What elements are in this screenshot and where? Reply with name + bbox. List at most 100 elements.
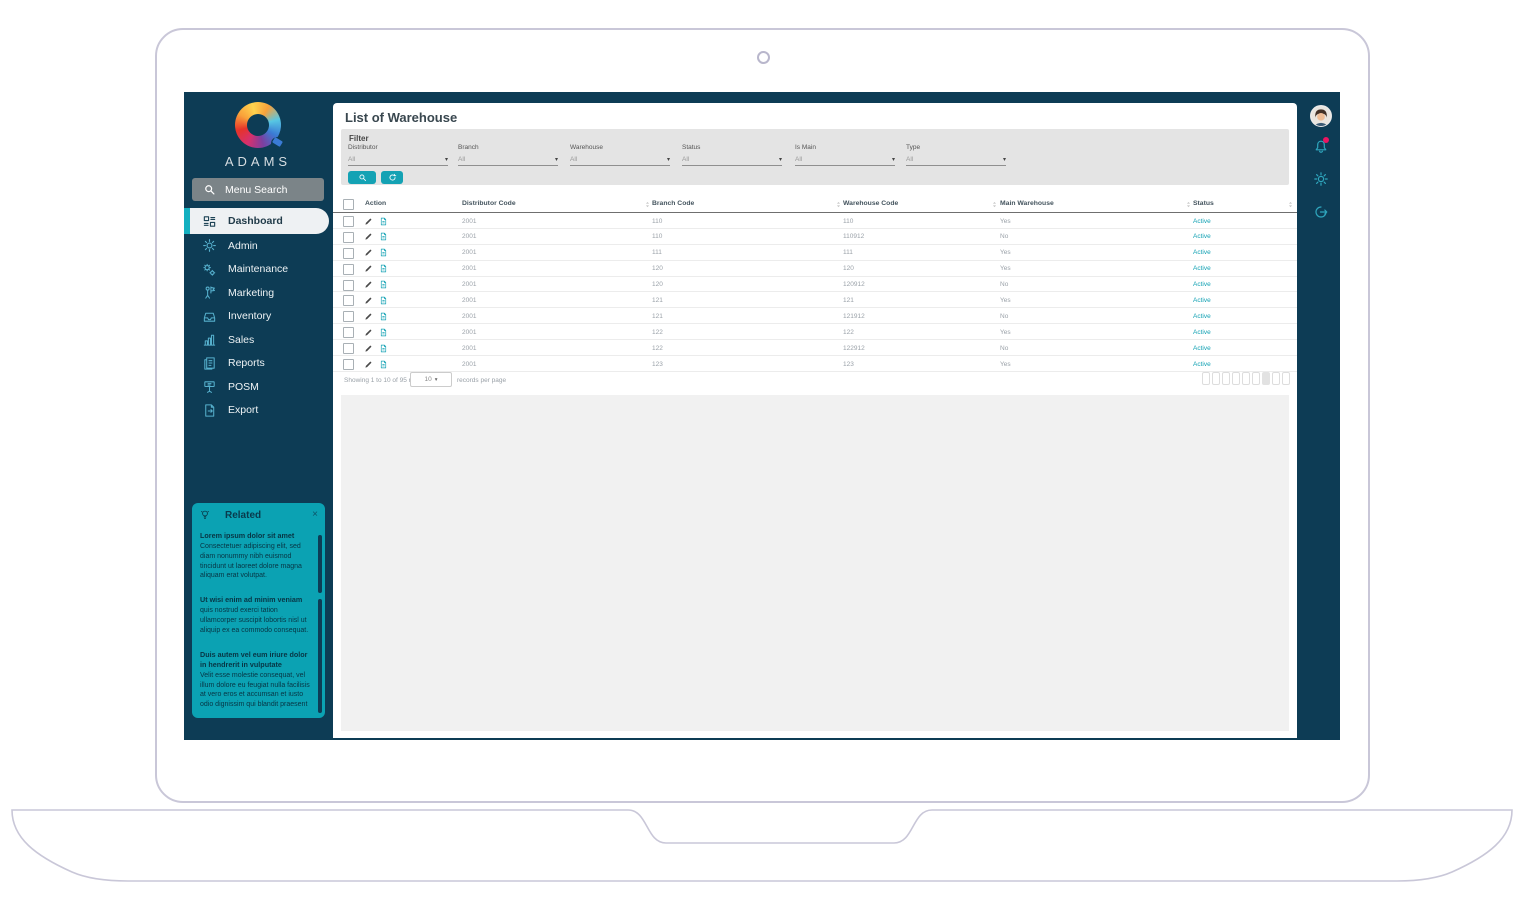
related-scrollbar[interactable] [318,535,322,593]
edit-pencil-icon[interactable] [364,232,373,241]
filter-select[interactable]: All ▾ [458,156,558,166]
column-header-distributor-code[interactable]: Distributor Code [462,200,516,207]
filter-branch: Branch All ▾ [458,144,558,166]
table-row: 2001 110 110 Yes Active [333,213,1297,229]
filter-value: All [795,156,803,163]
settings-gear-icon[interactable] [1313,171,1329,187]
user-avatar[interactable] [1310,105,1332,127]
column-header-branch-code[interactable]: Branch Code [652,200,695,207]
row-checkbox[interactable] [343,295,354,307]
view-file-icon[interactable] [379,217,388,226]
edit-pencil-icon[interactable] [364,360,373,369]
sort-icon[interactable] [1288,200,1293,209]
column-header-main-warehouse[interactable]: Main Warehouse [1000,200,1054,207]
edit-pencil-icon[interactable] [364,248,373,257]
edit-pencil-icon[interactable] [364,280,373,289]
page-size-select[interactable]: 10 ▾ [410,372,452,387]
filter-select[interactable]: All ▾ [906,156,1006,166]
row-checkbox[interactable] [343,247,354,259]
row-checkbox[interactable] [343,231,354,243]
row-checkbox[interactable] [343,311,354,323]
cell-branch-code: 111 [652,249,662,257]
view-file-icon[interactable] [379,328,388,337]
view-file-icon[interactable] [379,248,388,257]
cell-main-warehouse: Yes [1000,249,1011,257]
page-nav-button[interactable] [1202,372,1210,385]
related-section-heading: Ut wisi enim ad minim veniam [200,595,303,605]
cell-branch-code: 122 [652,328,663,336]
cell-branch-code: 110 [652,217,663,225]
row-checkbox[interactable] [343,216,354,227]
column-header-warehouse-code[interactable]: Warehouse Code [843,200,899,207]
sidebar-item-maintenance[interactable]: Maintenance [184,258,332,282]
sort-icon[interactable] [836,200,841,209]
cell-warehouse-code: 110 [843,217,854,225]
close-icon[interactable]: × [312,509,318,520]
sidebar-item-reports[interactable]: Reports [184,352,332,376]
row-checkbox[interactable] [343,263,354,275]
refresh-icon [388,173,397,182]
notification-dot [1323,137,1329,143]
edit-pencil-icon[interactable] [364,312,373,321]
filter-select[interactable]: All ▾ [348,156,448,166]
menu-search-button[interactable]: Menu Search [192,178,324,201]
page-button[interactable] [1272,372,1280,385]
select-all-checkbox[interactable] [343,199,354,210]
cell-branch-code: 110 [652,233,663,241]
view-file-icon[interactable] [379,344,388,353]
chevron-down-icon: ▾ [666,157,670,163]
records-per-page-label: records per page [457,377,507,384]
view-file-icon[interactable] [379,232,388,241]
menu-item-icon [202,285,217,300]
related-section: Duis autem vel eum iriure dolor in hendr… [200,650,314,710]
sort-icon[interactable] [1186,200,1191,209]
page-button[interactable] [1252,372,1260,385]
view-file-icon[interactable] [379,280,388,289]
edit-pencil-icon[interactable] [364,296,373,305]
edit-pencil-icon[interactable] [364,328,373,337]
sidebar-item-sales[interactable]: Sales [184,328,332,352]
row-checkbox[interactable] [343,279,354,291]
sidebar-item-dashboard[interactable]: Dashboard [184,208,329,234]
search-button[interactable] [348,171,376,184]
sidebar-item-marketing[interactable]: Marketing [184,281,332,305]
filter-select[interactable]: All ▾ [682,156,782,166]
column-header-status[interactable]: Status [1193,200,1214,207]
refresh-button[interactable] [381,171,403,184]
table-row: 2001 120 120912 No Active [333,277,1297,293]
filter-select[interactable]: All ▾ [570,156,670,166]
row-checkbox[interactable] [343,359,354,371]
table-row: 2001 110 110912 No Active [333,229,1297,245]
edit-pencil-icon[interactable] [364,344,373,353]
edit-pencil-icon[interactable] [364,264,373,273]
rows-summary: Showing 1 to 10 of 95 rows [344,377,423,384]
sidebar-item-inventory[interactable]: Inventory [184,305,332,329]
page-button[interactable] [1232,372,1240,385]
filter-value: All [458,156,466,163]
edit-pencil-icon[interactable] [364,217,373,226]
sidebar-item-posm[interactable]: POSM [184,375,332,399]
page-button[interactable] [1262,372,1270,385]
cell-main-warehouse: Yes [1000,328,1011,336]
page-button[interactable] [1212,372,1220,385]
sidebar-item-admin[interactable]: Admin [184,234,332,258]
menu-item-icon [202,214,217,229]
view-file-icon[interactable] [379,360,388,369]
view-file-icon[interactable] [379,296,388,305]
sort-icon[interactable] [645,200,650,209]
related-scrollbar[interactable] [318,599,322,713]
sort-icon[interactable] [992,200,997,209]
sidebar-item-export[interactable]: Export [184,399,332,423]
menu-item-label: POSM [228,380,259,393]
page-nav-button[interactable] [1282,372,1290,385]
row-checkbox[interactable] [343,343,354,355]
view-file-icon[interactable] [379,264,388,273]
logout-icon[interactable] [1313,204,1329,220]
cell-main-warehouse: Yes [1000,296,1011,304]
page-button[interactable] [1222,372,1230,385]
row-checkbox[interactable] [343,327,354,339]
page-button[interactable] [1242,372,1250,385]
view-file-icon[interactable] [379,312,388,321]
column-header-action: Action [365,200,387,207]
filter-select[interactable]: All ▾ [795,156,895,166]
